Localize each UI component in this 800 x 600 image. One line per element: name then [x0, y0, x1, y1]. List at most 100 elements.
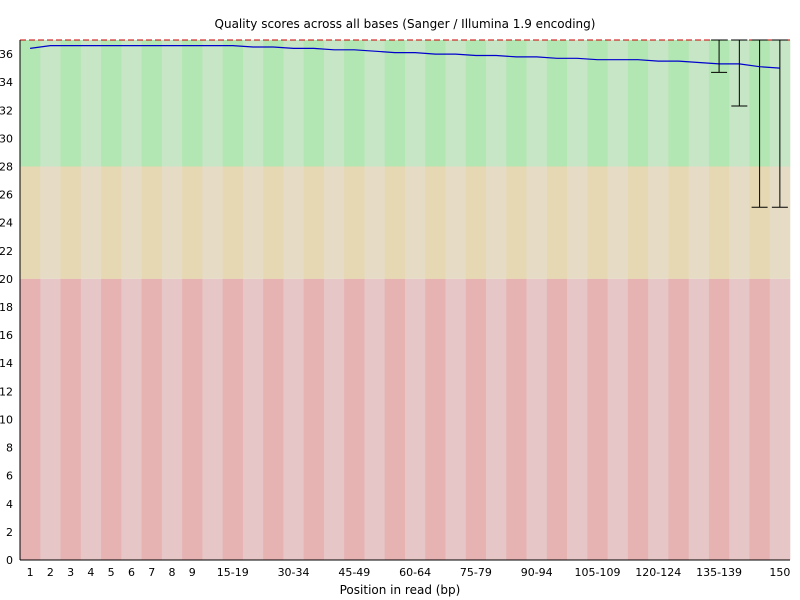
x-tick-label: 9 — [189, 566, 196, 579]
band-reasonable-cell — [323, 166, 345, 279]
band-good-cell — [242, 40, 264, 167]
band-poor-cell — [323, 278, 345, 560]
x-tick-label: 30-34 — [278, 566, 310, 579]
band-reasonable-cell — [688, 166, 710, 279]
chart-title: Quality scores across all bases (Sanger … — [215, 17, 596, 31]
band-reasonable-cell — [60, 166, 82, 279]
band-reasonable-cell — [627, 166, 649, 279]
band-poor-cell — [405, 278, 426, 560]
x-tick-label: 135-139 — [696, 566, 742, 579]
band-poor-cell — [242, 278, 264, 560]
band-good-cell — [121, 40, 142, 167]
x-tick-label: 6 — [128, 566, 135, 579]
band-reasonable-cell — [526, 166, 548, 279]
band-poor-cell — [769, 278, 791, 560]
band-reasonable-cell — [708, 166, 730, 279]
data-marks — [30, 39, 788, 208]
band-reasonable-cell — [182, 166, 203, 279]
band-reasonable-cell — [283, 166, 304, 279]
band-poor-cell — [627, 278, 649, 560]
band-poor-cell — [688, 278, 710, 560]
band-good-cell — [283, 40, 304, 167]
band-reasonable-cell — [222, 166, 244, 279]
band-good-cell — [101, 40, 122, 167]
band-good-cell — [60, 40, 82, 167]
x-tick-label: 3 — [67, 566, 74, 579]
band-good-cell — [80, 40, 102, 167]
band-good-cell — [445, 40, 467, 167]
band-good-cell — [587, 40, 608, 167]
band-poor-cell — [283, 278, 304, 560]
y-tick-label: 32 — [0, 104, 13, 117]
y-tick-label: 16 — [0, 329, 13, 342]
band-poor-cell — [668, 278, 689, 560]
band-reasonable-cell — [202, 166, 223, 279]
y-tick-label: 0 — [6, 554, 13, 567]
x-tick-label: 8 — [168, 566, 175, 579]
band-good-cell — [323, 40, 345, 167]
band-reasonable-cell — [161, 166, 183, 279]
band-poor-cell — [121, 278, 142, 560]
y-tick-label: 2 — [6, 526, 13, 539]
band-reasonable-cell — [668, 166, 689, 279]
band-poor-cell — [263, 278, 284, 560]
band-good-cell — [263, 40, 284, 167]
y-tick-label: 20 — [0, 273, 13, 286]
band-good-cell — [384, 40, 406, 167]
band-poor-cell — [587, 278, 608, 560]
band-reasonable-cell — [465, 166, 487, 279]
band-reasonable-cell — [567, 166, 588, 279]
band-reasonable-cell — [546, 166, 568, 279]
band-reasonable-cell — [729, 166, 750, 279]
x-tick-label: 1 — [27, 566, 34, 579]
band-poor-cell — [40, 278, 61, 560]
band-poor-cell — [80, 278, 102, 560]
y-tick-label: 8 — [6, 442, 13, 455]
band-good-cell — [161, 40, 183, 167]
x-tick-label: 120-124 — [635, 566, 681, 579]
band-reasonable-cell — [80, 166, 102, 279]
y-tick-label: 14 — [0, 357, 13, 370]
y-tick-label: 26 — [0, 189, 13, 202]
band-reasonable-cell — [40, 166, 61, 279]
band-good-cell — [688, 40, 710, 167]
band-poor-cell — [486, 278, 507, 560]
x-tick-label: 7 — [148, 566, 155, 579]
x-tick-label: 60-64 — [399, 566, 431, 579]
x-tick-label: 4 — [87, 566, 94, 579]
band-reasonable-cell — [364, 166, 386, 279]
y-tick-label: 30 — [0, 132, 13, 145]
band-poor-cell — [202, 278, 223, 560]
x-tick-label: 105-109 — [575, 566, 621, 579]
band-good-cell — [486, 40, 507, 167]
y-tick-label: 34 — [0, 76, 13, 89]
y-tick-label: 10 — [0, 413, 13, 426]
band-reasonable-cell — [242, 166, 264, 279]
y-tick-label: 22 — [0, 245, 13, 258]
band-poor-cell — [364, 278, 386, 560]
band-poor-cell — [567, 278, 588, 560]
y-tick-label: 4 — [6, 498, 13, 511]
axes — [19, 39, 790, 561]
band-poor-cell — [445, 278, 467, 560]
band-good-cell — [526, 40, 548, 167]
band-good-cell — [668, 40, 689, 167]
band-good-cell — [222, 40, 244, 167]
band-reasonable-cell — [769, 166, 791, 279]
band-good-cell — [708, 40, 730, 167]
y-tick-label: 28 — [0, 160, 13, 173]
band-good-cell — [627, 40, 649, 167]
x-tick-label: 150 — [769, 566, 790, 579]
band-reasonable-cell — [749, 166, 771, 279]
band-reasonable-cell — [425, 166, 446, 279]
band-good-cell — [465, 40, 487, 167]
band-poor-cell — [607, 278, 629, 560]
y-tick-label: 24 — [0, 217, 13, 230]
band-good-cell — [364, 40, 386, 167]
band-poor-cell — [384, 278, 406, 560]
band-reasonable-cell — [445, 166, 467, 279]
band-good-cell — [344, 40, 365, 167]
mean-line — [30, 44, 780, 69]
y-tick-label: 6 — [6, 470, 13, 483]
